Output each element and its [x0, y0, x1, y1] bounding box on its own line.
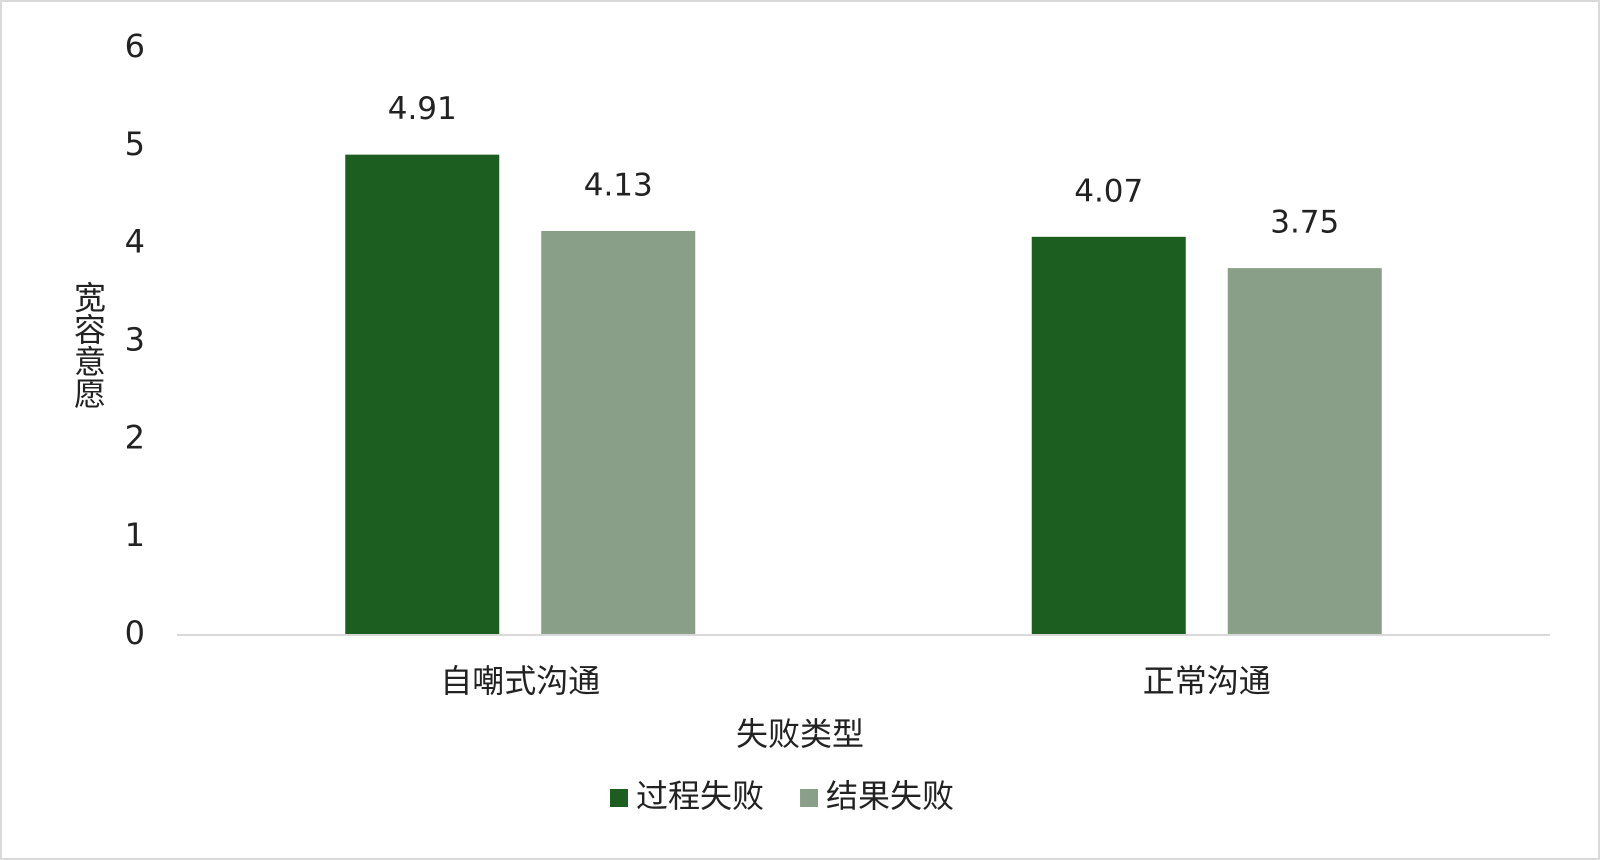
data-label: 4.07 — [1074, 173, 1143, 209]
y-axis-label: 宽容意愿 — [69, 281, 107, 409]
bar — [1031, 236, 1186, 635]
y-tick-label: 2 — [125, 418, 145, 456]
data-label: 4.91 — [388, 91, 457, 127]
x-axis-label: 失败类型 — [736, 715, 864, 753]
y-tick-label: 0 — [125, 614, 145, 652]
y-tick-label: 3 — [125, 321, 145, 359]
legend-label: 过程失败 — [636, 777, 764, 815]
bar — [345, 154, 500, 635]
legend-swatch — [610, 789, 628, 807]
x-tick-label: 自嘲式沟通 — [440, 662, 600, 700]
data-label: 3.75 — [1270, 205, 1339, 241]
y-tick-label: 1 — [125, 516, 145, 554]
legend-label: 结果失败 — [826, 777, 954, 815]
x-tick-label: 正常沟通 — [1143, 662, 1271, 700]
bar — [1227, 268, 1382, 635]
bar — [541, 230, 696, 635]
y-tick-label: 4 — [125, 223, 145, 261]
y-tick-label: 6 — [125, 27, 145, 65]
legend-swatch — [800, 789, 819, 807]
data-label: 4.13 — [584, 167, 653, 203]
y-tick-label: 5 — [125, 125, 145, 163]
